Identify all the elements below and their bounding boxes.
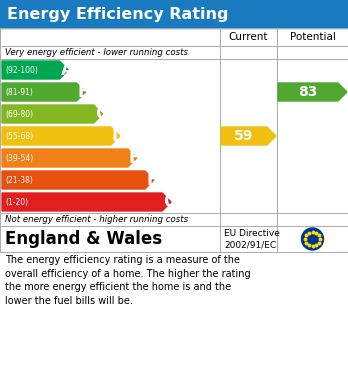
Polygon shape bbox=[2, 171, 154, 189]
Text: A: A bbox=[61, 61, 73, 79]
Text: 59: 59 bbox=[234, 129, 254, 143]
Text: G: G bbox=[163, 193, 177, 211]
Text: Potential: Potential bbox=[290, 32, 335, 42]
Text: (69-80): (69-80) bbox=[5, 109, 33, 118]
Bar bbox=[0, 0, 348, 28]
Text: D: D bbox=[112, 127, 126, 145]
Text: (81-91): (81-91) bbox=[5, 88, 33, 97]
Text: E: E bbox=[129, 149, 140, 167]
Text: F: F bbox=[146, 171, 157, 189]
Polygon shape bbox=[2, 193, 171, 211]
Text: Current: Current bbox=[229, 32, 268, 42]
Text: (39-54): (39-54) bbox=[5, 154, 33, 163]
Polygon shape bbox=[2, 105, 103, 123]
Text: EU Directive
2002/91/EC: EU Directive 2002/91/EC bbox=[224, 229, 280, 249]
Text: England & Wales: England & Wales bbox=[5, 230, 162, 248]
Text: (92-100): (92-100) bbox=[5, 66, 38, 75]
Bar bbox=[0, 28, 348, 252]
Text: Not energy efficient - higher running costs: Not energy efficient - higher running co… bbox=[5, 215, 188, 224]
Text: The energy efficiency rating is a measure of the
overall efficiency of a home. T: The energy efficiency rating is a measur… bbox=[5, 255, 251, 306]
Polygon shape bbox=[2, 149, 137, 167]
Text: 83: 83 bbox=[298, 85, 318, 99]
Polygon shape bbox=[2, 127, 120, 145]
Text: B: B bbox=[78, 83, 90, 101]
Circle shape bbox=[301, 228, 324, 250]
Text: (55-68): (55-68) bbox=[5, 131, 33, 140]
Polygon shape bbox=[2, 83, 86, 101]
Text: (1-20): (1-20) bbox=[5, 197, 28, 206]
Text: (21-38): (21-38) bbox=[5, 176, 33, 185]
Polygon shape bbox=[278, 83, 347, 101]
Polygon shape bbox=[221, 127, 276, 145]
Text: C: C bbox=[95, 105, 107, 123]
Polygon shape bbox=[2, 61, 69, 79]
Text: Energy Efficiency Rating: Energy Efficiency Rating bbox=[7, 7, 229, 22]
Text: Very energy efficient - lower running costs: Very energy efficient - lower running co… bbox=[5, 48, 188, 57]
